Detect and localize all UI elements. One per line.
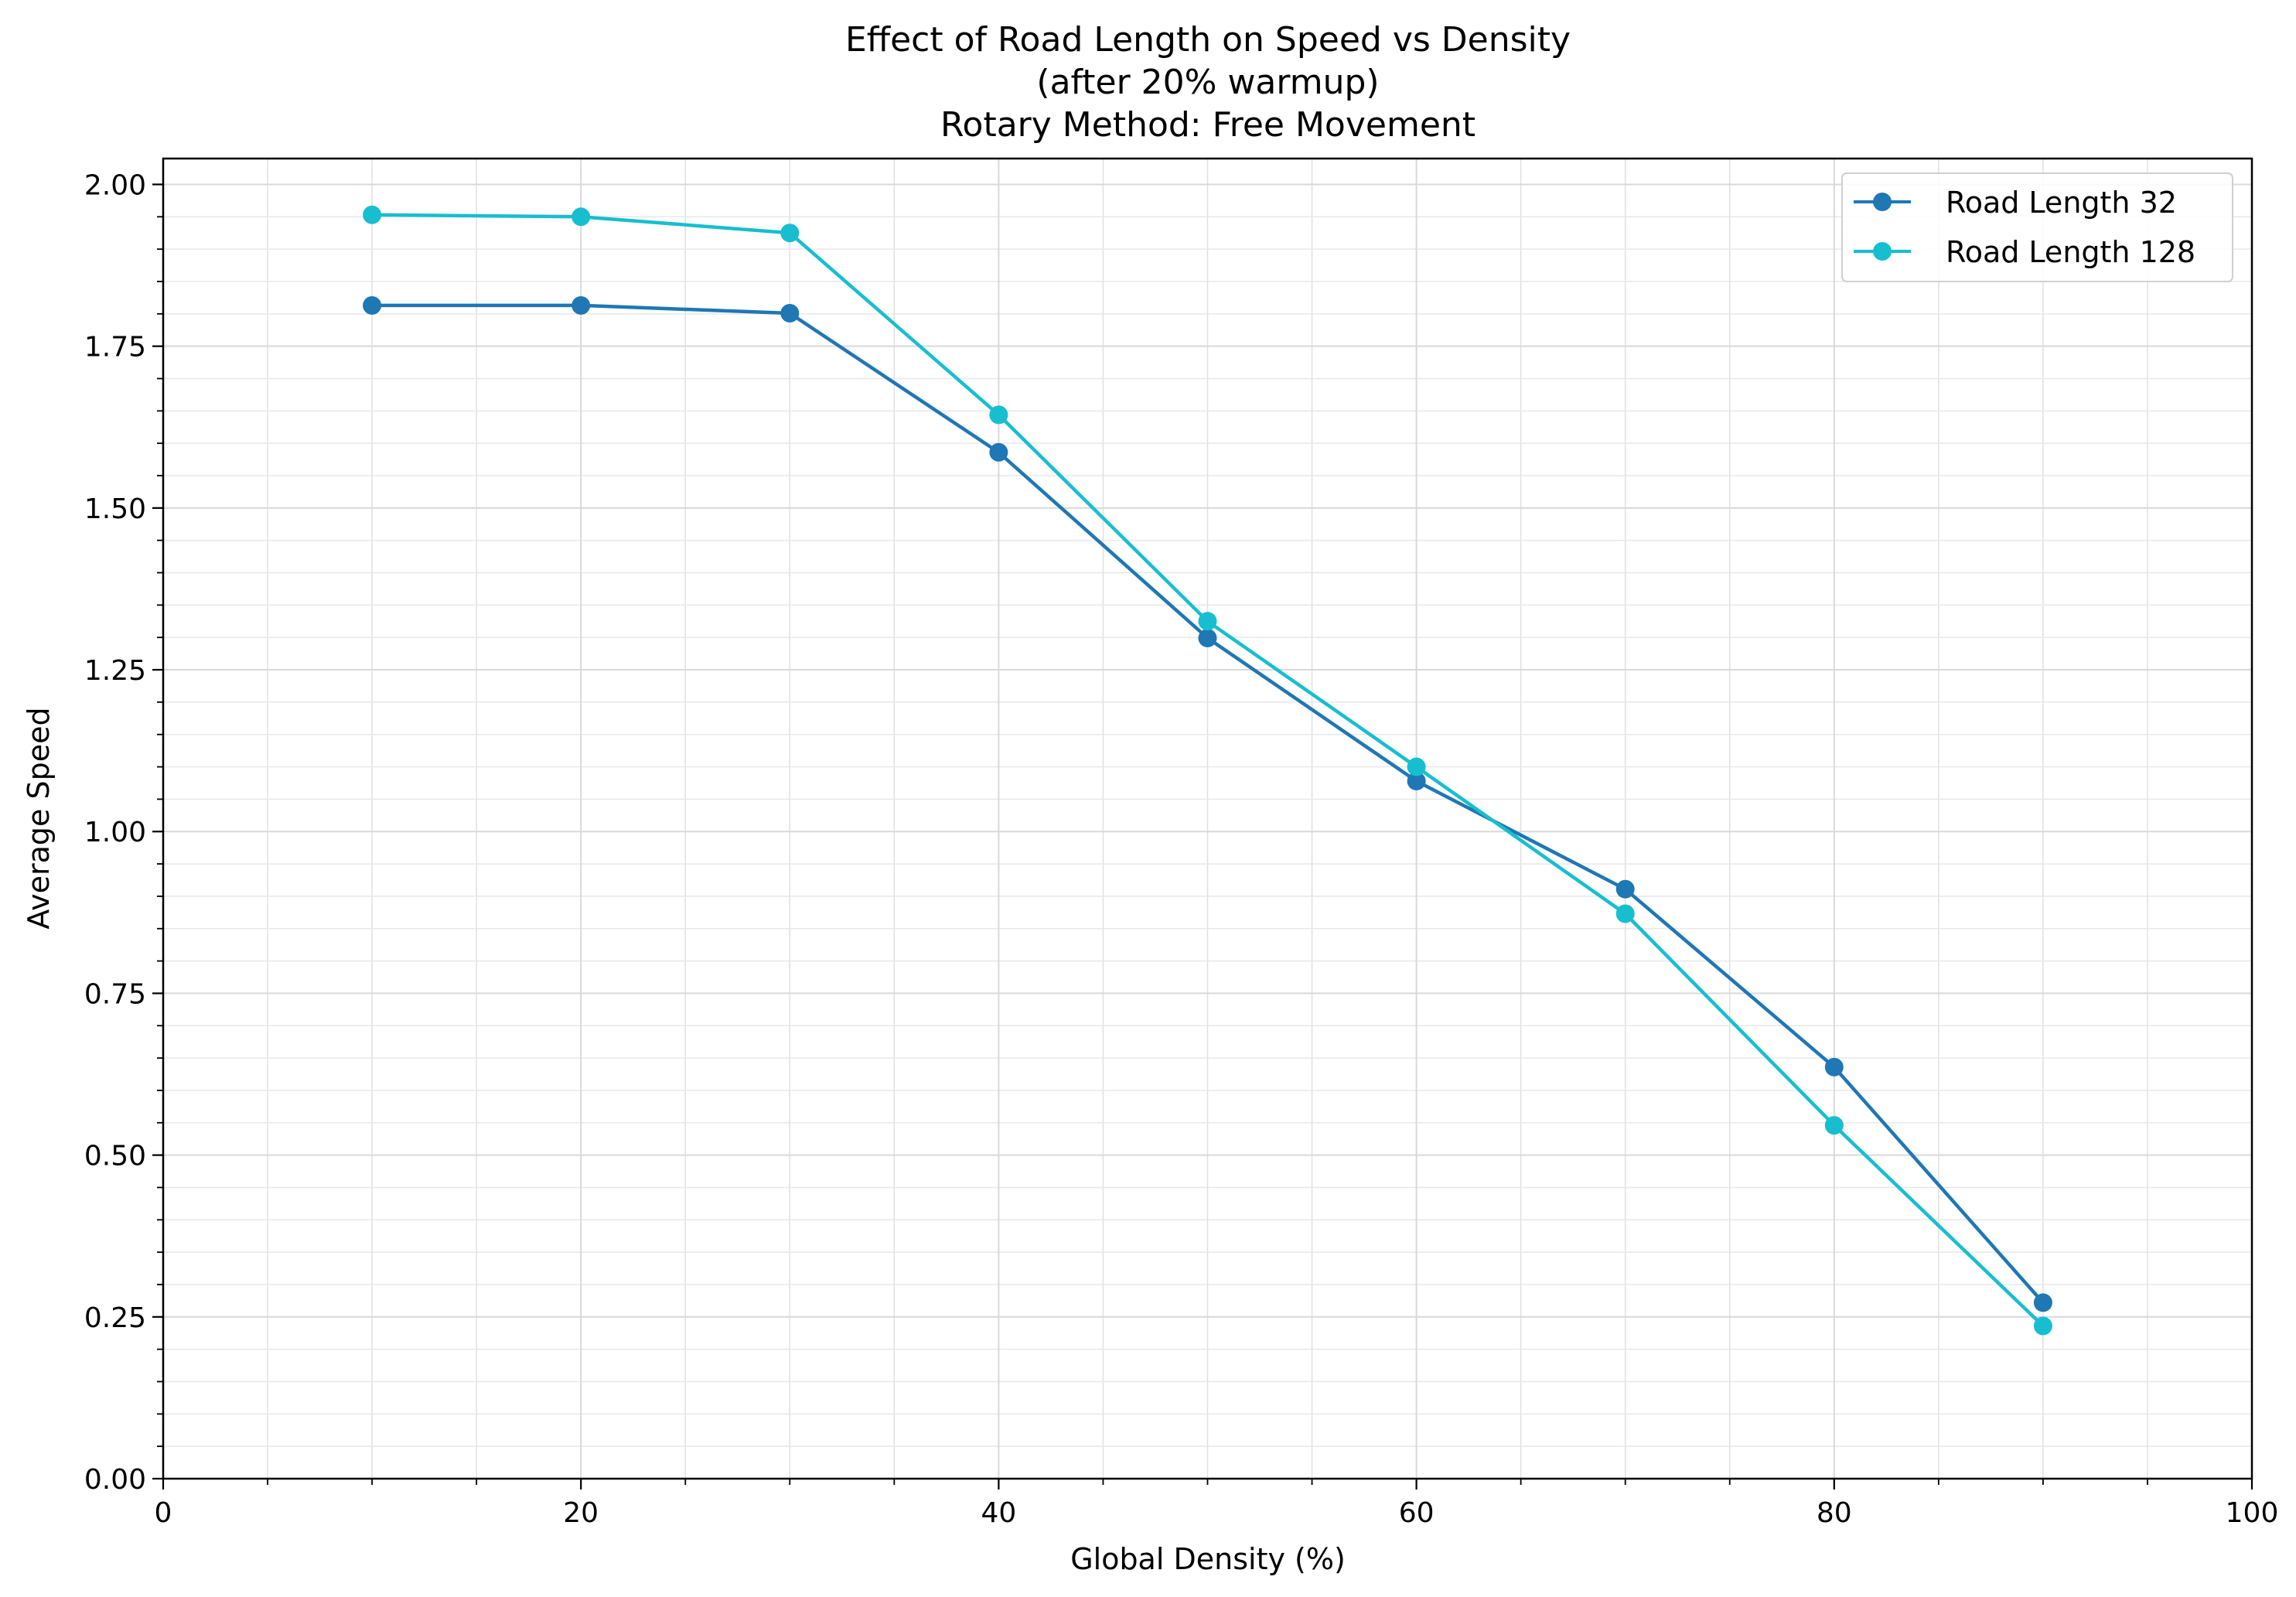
chart-title-line-1: Effect of Road Length on Speed vs Densit… [845, 20, 1571, 60]
y-tick-label: 1.75 [84, 332, 146, 363]
axis-ticks [152, 183, 2253, 1490]
y-tick-label: 1.25 [84, 655, 146, 687]
data-point [1407, 757, 1426, 776]
data-point [1824, 1057, 1844, 1077]
series-road-length-128 [363, 205, 2052, 1336]
x-axis-label: Global Density (%) [1070, 1542, 1346, 1576]
data-point [989, 442, 1008, 462]
data-point [1407, 771, 1426, 790]
data-point [1198, 629, 1217, 648]
x-tick-labels: 0 20 40 60 80 100 [155, 1497, 2279, 1529]
y-tick-label: 0.75 [84, 978, 146, 1010]
x-tick-label: 100 [2226, 1497, 2279, 1529]
legend-label-road-length-32: Road Length 32 [1946, 186, 2177, 220]
data-point [1198, 612, 1217, 631]
y-tick-label: 0.25 [84, 1302, 146, 1334]
major-grid [163, 159, 2252, 1479]
chart-title-line-3: Rotary Method: Free Movement [940, 105, 1476, 145]
legend-marker-road-length-128 [1873, 242, 1892, 261]
x-tick-label: 20 [563, 1497, 599, 1529]
data-point [363, 295, 382, 315]
x-tick-label: 80 [1817, 1497, 1852, 1529]
y-tick-label: 2.00 [84, 169, 146, 201]
legend: Road Length 32 Road Length 128 [1841, 172, 2233, 282]
y-tick-label: 0.50 [84, 1141, 146, 1172]
y-tick-label: 1.00 [84, 817, 146, 848]
data-point [780, 303, 800, 322]
data-point [1615, 904, 1635, 923]
minor-grid [163, 159, 2252, 1479]
data-point [2033, 1316, 2052, 1336]
data-point [2033, 1293, 2052, 1312]
data-point [780, 224, 800, 243]
chart-title-line-2: (after 20% warmup) [1036, 63, 1379, 102]
x-tick-label: 60 [1399, 1497, 1435, 1529]
legend-box [1841, 172, 2233, 282]
y-tick-label: 1.50 [84, 493, 146, 525]
data-point [1824, 1116, 1844, 1135]
series-layer [363, 205, 2052, 1336]
series-road-length-32 [363, 295, 2052, 1312]
legend-marker-road-length-32 [1873, 193, 1892, 211]
y-axis-label: Average Speed [22, 707, 56, 929]
data-point [571, 295, 591, 315]
data-point [363, 205, 382, 224]
legend-label-road-length-128: Road Length 128 [1946, 235, 2195, 269]
y-tick-labels: 0.00 0.25 0.50 0.75 1.00 1.25 1.50 1.75 2.00 [84, 169, 146, 1496]
data-point [989, 405, 1008, 425]
data-point [1615, 879, 1635, 899]
x-tick-label: 40 [981, 1497, 1016, 1529]
x-tick-label: 0 [155, 1497, 172, 1529]
y-tick-label: 0.00 [84, 1464, 146, 1496]
data-point [571, 207, 591, 227]
chart-title: Effect of Road Length on Speed vs Densit… [845, 20, 1571, 145]
